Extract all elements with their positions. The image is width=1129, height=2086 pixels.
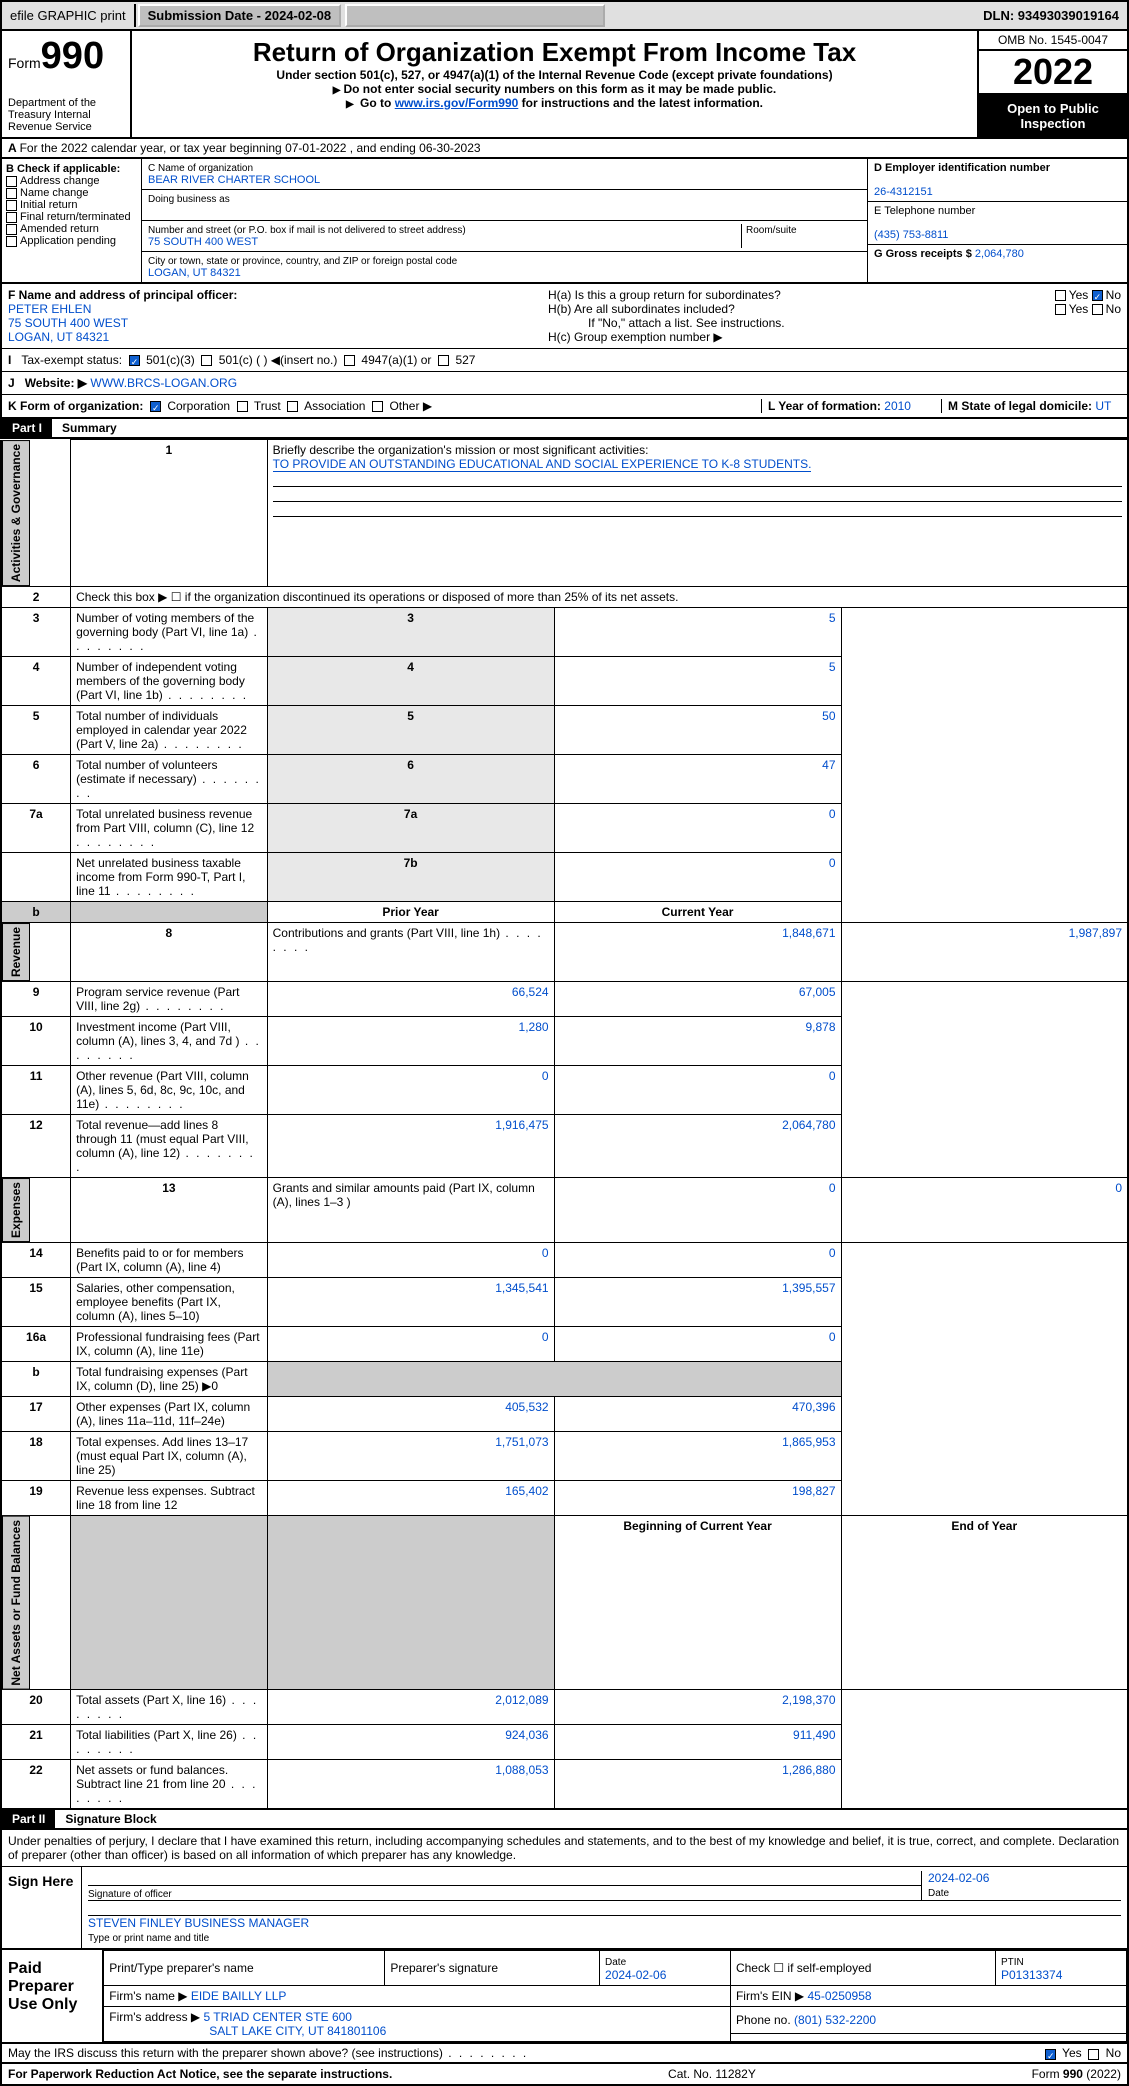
public-inspection-badge: Open to Public Inspection xyxy=(979,95,1127,137)
section-h: H(a) Is this a group return for subordin… xyxy=(548,288,1121,344)
signature-block: Under penalties of perjury, I declare th… xyxy=(0,1830,1129,1950)
paid-preparer: Paid Preparer Use Only Print/Type prepar… xyxy=(0,1950,1129,2044)
org-name: BEAR RIVER CHARTER SCHOOL xyxy=(148,174,320,186)
page-footer: For Paperwork Reduction Act Notice, see … xyxy=(0,2064,1129,2086)
blank-button[interactable] xyxy=(345,4,605,27)
section-j: J Website: ▶ WWW.BRCS-LOGAN.ORG xyxy=(2,372,1127,395)
irs-link[interactable]: www.irs.gov/Form990 xyxy=(395,96,519,110)
section-f: F Name and address of principal officer:… xyxy=(8,288,548,344)
checkbox-option[interactable]: Application pending xyxy=(6,235,137,247)
phone: (435) 753-8811 xyxy=(874,229,948,241)
section-fhijk: F Name and address of principal officer:… xyxy=(0,284,1129,419)
checkbox-option[interactable]: Address change xyxy=(6,175,137,187)
ha-no-checkbox[interactable] xyxy=(1092,290,1103,301)
section-b: B Check if applicable: Address changeNam… xyxy=(2,159,142,282)
section-l: L Year of formation: 2010 xyxy=(761,399,941,413)
section-c: C Name of organizationBEAR RIVER CHARTER… xyxy=(142,159,867,282)
org-city: LOGAN, UT 84321 xyxy=(148,267,241,279)
tax-year: 2022 xyxy=(979,51,1127,95)
section-m: M State of legal domicile: UT xyxy=(941,399,1121,413)
section-k: K Form of organization: Corporation Trus… xyxy=(8,399,761,413)
subtitle-2: Do not enter social security numbers on … xyxy=(138,82,971,96)
row-a-tax-year: A For the 2022 calendar year, or tax yea… xyxy=(0,139,1129,159)
discuss-yes-checkbox[interactable] xyxy=(1045,2049,1056,2060)
form-990-label: Form990 xyxy=(8,35,124,78)
vert-netassets: Net Assets or Fund Balances xyxy=(2,1516,30,1690)
part2-header: Part IISignature Block xyxy=(0,1810,1129,1830)
subtitle-3: Go to www.irs.gov/Form990 for instructio… xyxy=(138,96,971,110)
corp-checkbox[interactable] xyxy=(150,401,161,412)
section-i: I Tax-exempt status: 501(c)(3) 501(c) ( … xyxy=(8,353,548,367)
form-title: Return of Organization Exempt From Incom… xyxy=(138,37,971,68)
form-header: Form990 Department of the Treasury Inter… xyxy=(0,31,1129,139)
sign-here-label: Sign Here xyxy=(2,1867,82,1948)
header-grid: B Check if applicable: Address changeNam… xyxy=(0,159,1129,284)
firm-name: EIDE BAILLY LLP xyxy=(191,1989,287,2003)
omb-number: OMB No. 1545-0047 xyxy=(979,31,1127,51)
dln-label: DLN: 93493039019164 xyxy=(975,4,1127,27)
topbar: efile GRAPHIC print Submission Date - 20… xyxy=(0,0,1129,31)
checkbox-option[interactable]: Name change xyxy=(6,187,137,199)
ein: 26-4312151 xyxy=(874,186,933,198)
may-discuss-row: May the IRS discuss this return with the… xyxy=(0,2044,1129,2064)
submission-date-button[interactable]: Submission Date - 2024-02-08 xyxy=(138,4,342,27)
subtitle-1: Under section 501(c), 527, or 4947(a)(1)… xyxy=(138,68,971,82)
efile-label: efile GRAPHIC print xyxy=(2,4,136,27)
part1-header: Part ISummary xyxy=(0,419,1129,439)
checkbox-option[interactable]: Initial return xyxy=(6,199,137,211)
dept-label: Department of the Treasury Internal Reve… xyxy=(8,97,124,133)
checkbox-option[interactable]: Final return/terminated xyxy=(6,211,137,223)
part1-table: Activities & Governance 1Briefly describ… xyxy=(0,439,1129,1810)
vert-expenses: Expenses xyxy=(2,1178,30,1242)
vert-activities: Activities & Governance xyxy=(2,440,30,586)
org-street: 75 SOUTH 400 WEST xyxy=(148,236,258,248)
gross-receipts: 2,064,780 xyxy=(975,248,1024,260)
checkbox-option[interactable]: Amended return xyxy=(6,223,137,235)
website: WWW.BRCS-LOGAN.ORG xyxy=(90,376,237,390)
vert-revenue: Revenue xyxy=(2,923,30,981)
501c3-checkbox[interactable] xyxy=(129,355,140,366)
officer-name: STEVEN FINLEY BUSINESS MANAGER xyxy=(88,1916,309,1930)
mission-text: TO PROVIDE AN OUTSTANDING EDUCATIONAL AN… xyxy=(273,457,812,472)
section-deg: D Employer identification number26-43121… xyxy=(867,159,1127,282)
